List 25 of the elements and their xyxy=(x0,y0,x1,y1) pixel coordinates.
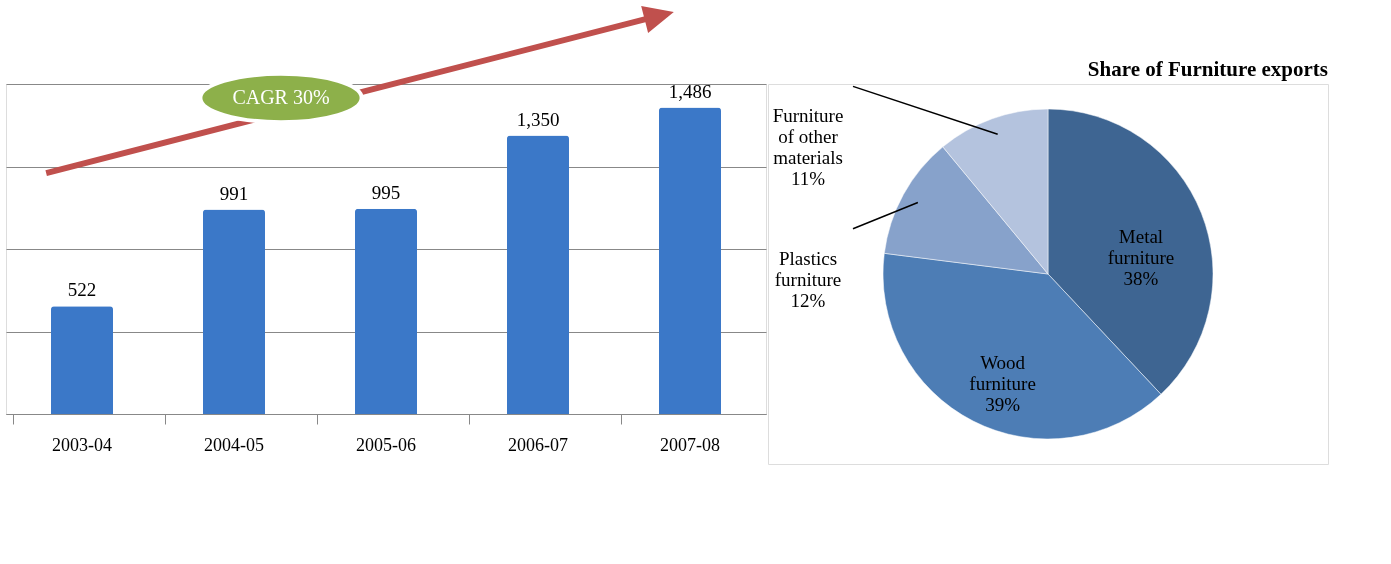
data-label: 39% xyxy=(985,394,1021,416)
slice-label: Metal furniture xyxy=(1107,226,1175,269)
data-label: 991 xyxy=(219,182,249,204)
slice-label: Wood furniture xyxy=(969,352,1036,395)
chart-title: Share of Furniture exports xyxy=(1087,57,1328,81)
data-label: 995 xyxy=(371,181,401,203)
data-label: 11% xyxy=(790,168,826,190)
data-label: 1,486 xyxy=(668,80,712,102)
data-label: 12% xyxy=(790,289,826,311)
data-label: 38% xyxy=(1123,268,1159,290)
annotation: CAGR 30% xyxy=(232,86,330,108)
x-tick-label: 2004-05 xyxy=(204,434,264,455)
x-tick-label: 2006-07 xyxy=(508,434,568,455)
x-tick-label: 2005-06 xyxy=(356,434,416,455)
bar xyxy=(355,208,417,414)
slice-label: Furniture of other materials xyxy=(772,105,844,169)
bar xyxy=(51,306,113,414)
bar xyxy=(659,107,721,414)
bar xyxy=(203,209,265,414)
x-tick-label: 2003-04 xyxy=(52,434,112,455)
bar xyxy=(507,135,569,414)
data-label: 1,350 xyxy=(516,108,560,130)
x-tick-label: 2007-08 xyxy=(660,434,720,455)
slice-label: Plastics furniture xyxy=(774,247,842,290)
data-label: 522 xyxy=(67,279,97,301)
